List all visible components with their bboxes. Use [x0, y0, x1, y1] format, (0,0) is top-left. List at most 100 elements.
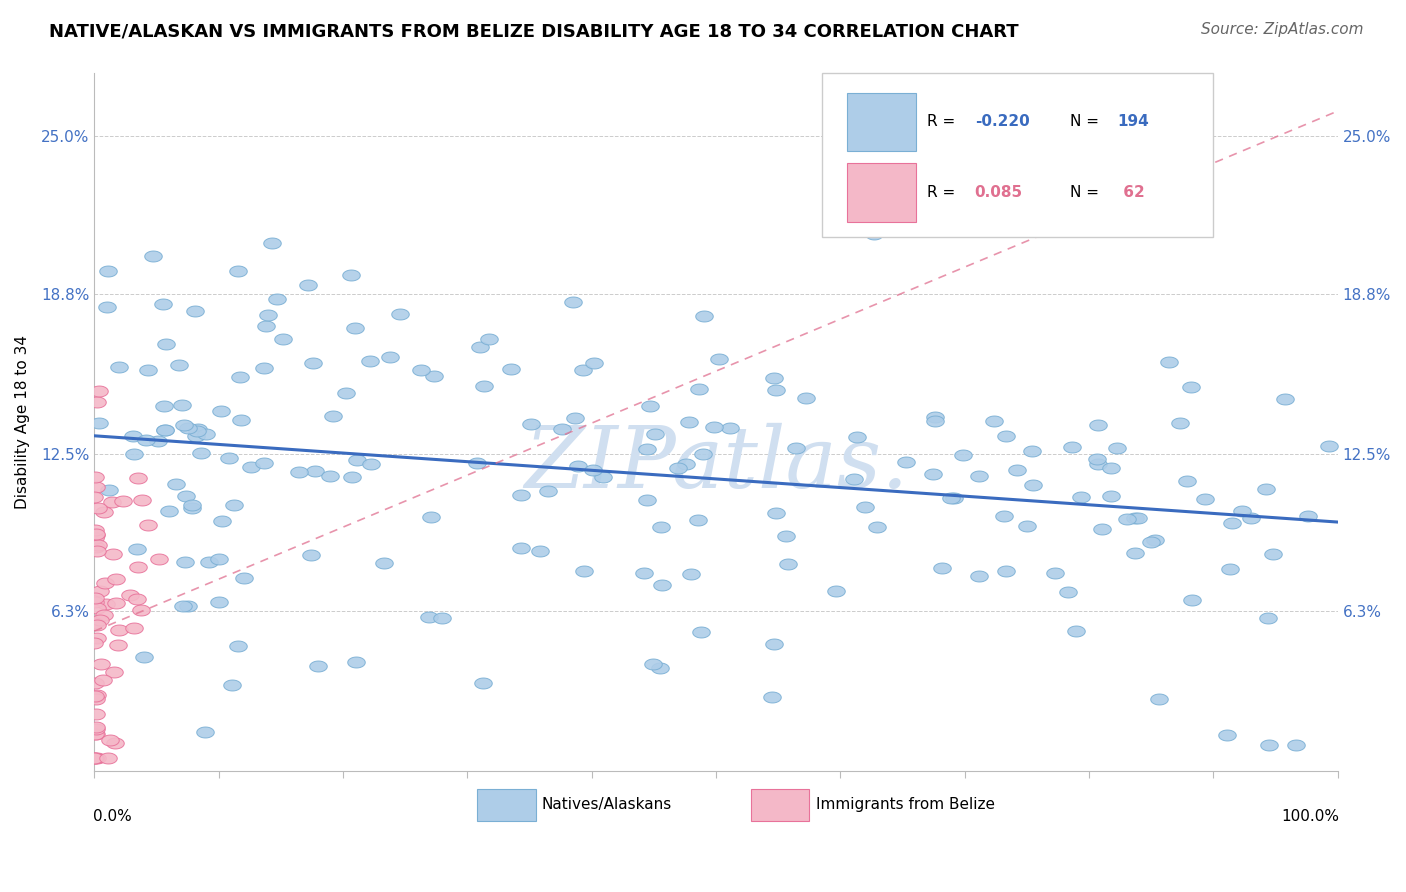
Point: [118, 588, 141, 602]
Point: [995, 429, 1018, 443]
Point: [181, 501, 204, 516]
Point: [184, 303, 207, 318]
Point: [1126, 511, 1149, 525]
Point: [562, 295, 585, 310]
Point: [1157, 355, 1180, 369]
Point: [136, 518, 159, 533]
Point: [83, 635, 105, 649]
Point: [863, 227, 886, 242]
Text: Source: ZipAtlas.com: Source: ZipAtlas.com: [1201, 22, 1364, 37]
Point: [1091, 522, 1114, 536]
Point: [93, 505, 115, 519]
Point: [1219, 562, 1241, 576]
Point: [1274, 392, 1296, 406]
Point: [567, 459, 589, 474]
Point: [763, 637, 786, 651]
Point: [299, 548, 322, 562]
Point: [98, 733, 121, 747]
Point: [87, 417, 110, 431]
Point: [83, 689, 105, 703]
Text: ZIPatlas.: ZIPatlas.: [524, 423, 908, 505]
Point: [681, 567, 703, 582]
Point: [121, 429, 143, 443]
Point: [472, 676, 495, 690]
Point: [148, 434, 170, 449]
Point: [1144, 533, 1167, 547]
Point: [211, 514, 233, 528]
Point: [319, 468, 342, 483]
Point: [86, 538, 108, 552]
Point: [190, 445, 212, 459]
Point: [89, 614, 111, 628]
Point: [127, 560, 149, 574]
Point: [93, 607, 115, 622]
Point: [467, 456, 489, 470]
Point: [894, 455, 917, 469]
Point: [84, 721, 107, 735]
Point: [90, 657, 112, 671]
Point: [842, 472, 865, 486]
Point: [718, 420, 741, 434]
Point: [340, 268, 363, 283]
Text: N =: N =: [1070, 185, 1104, 200]
Point: [97, 264, 120, 278]
Point: [84, 727, 107, 741]
Text: N =: N =: [1070, 114, 1104, 129]
Point: [824, 583, 846, 598]
Point: [104, 736, 127, 750]
Point: [1220, 516, 1243, 530]
Point: [470, 340, 492, 354]
Point: [174, 489, 197, 503]
Point: [172, 599, 194, 613]
Point: [688, 382, 710, 396]
Point: [794, 391, 817, 405]
Point: [1105, 441, 1128, 455]
Point: [155, 423, 177, 437]
Point: [1147, 692, 1170, 706]
Text: 0.0%: 0.0%: [93, 809, 132, 824]
Text: -0.220: -0.220: [974, 114, 1029, 129]
Point: [1060, 440, 1083, 454]
Point: [83, 751, 105, 765]
Point: [142, 249, 165, 263]
Point: [969, 569, 991, 583]
Point: [208, 595, 231, 609]
Point: [592, 469, 614, 483]
Point: [1258, 739, 1281, 753]
Point: [173, 417, 195, 432]
Point: [218, 451, 240, 466]
Point: [571, 362, 593, 376]
Point: [131, 493, 153, 508]
Point: [307, 659, 329, 673]
Point: [253, 457, 276, 471]
Point: [155, 337, 177, 351]
Point: [111, 494, 134, 508]
Point: [1064, 624, 1087, 639]
Point: [84, 523, 107, 537]
Point: [83, 490, 105, 504]
Text: 100.0%: 100.0%: [1281, 809, 1339, 824]
Point: [136, 363, 159, 377]
Point: [153, 423, 176, 437]
Point: [84, 615, 107, 630]
Point: [86, 751, 108, 765]
Point: [359, 354, 381, 368]
FancyBboxPatch shape: [846, 93, 917, 152]
Point: [501, 361, 523, 376]
FancyBboxPatch shape: [846, 163, 917, 222]
Point: [89, 584, 111, 599]
Point: [224, 498, 246, 512]
Point: [83, 751, 105, 765]
Point: [288, 465, 311, 479]
Point: [84, 531, 107, 545]
Point: [1123, 546, 1146, 560]
Point: [636, 442, 658, 457]
Point: [1021, 444, 1043, 458]
Text: Immigrants from Belize: Immigrants from Belize: [815, 797, 994, 813]
Point: [472, 379, 495, 393]
Point: [1087, 457, 1109, 471]
Point: [761, 690, 783, 705]
Point: [344, 655, 367, 669]
Point: [297, 278, 319, 293]
Point: [1181, 593, 1204, 607]
